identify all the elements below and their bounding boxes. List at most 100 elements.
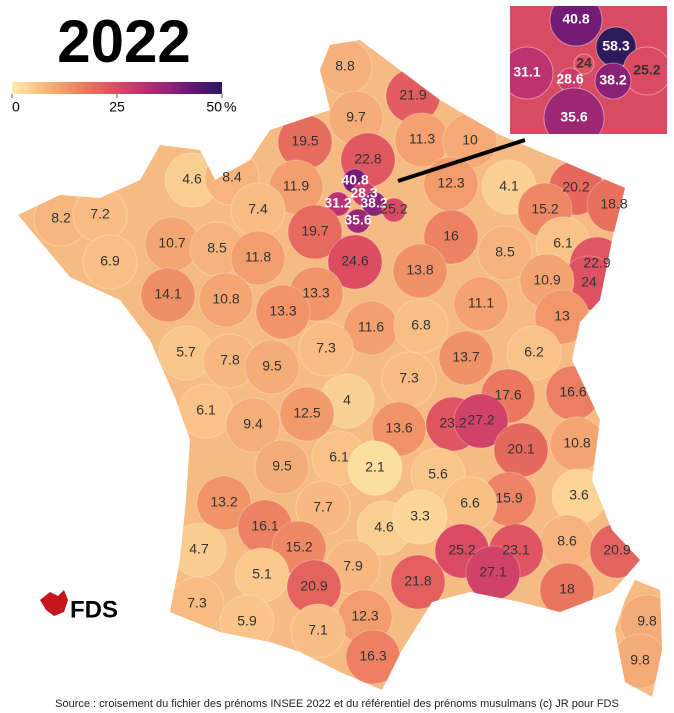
department-label: 27.1 — [479, 564, 506, 580]
department-label: 25.2 — [380, 201, 407, 217]
department-label: 15.9 — [495, 490, 522, 506]
inset-department — [510, 46, 554, 100]
department — [392, 489, 448, 545]
department-label: 8.2 — [51, 210, 71, 226]
department-label: 9.4 — [243, 416, 263, 432]
department-label: 6.8 — [411, 317, 431, 333]
inset-label: 35.6 — [560, 109, 587, 125]
department-label: 19.5 — [291, 133, 318, 149]
department-label: 4.1 — [499, 178, 519, 194]
department-label: 9.5 — [262, 358, 282, 374]
department-label: 20.9 — [300, 578, 327, 594]
department-label: 3.6 — [569, 487, 589, 503]
department-label: 35.6 — [344, 212, 371, 228]
source: Source : croisement du fichier des préno… — [55, 698, 619, 710]
department-label: 13.2 — [210, 494, 237, 510]
department — [82, 234, 138, 290]
department-label: 16.6 — [559, 384, 586, 400]
legend-unit: % — [224, 99, 236, 115]
department-label: 10 — [462, 132, 478, 148]
department-label: 9.8 — [630, 652, 650, 668]
department-label: 7.9 — [343, 558, 363, 574]
department-label: 20.2 — [562, 179, 589, 195]
department — [393, 298, 449, 354]
department — [287, 204, 343, 260]
department-label: 6.6 — [460, 495, 480, 511]
department-label: 21.9 — [399, 87, 426, 103]
department-label: 6.2 — [524, 344, 544, 360]
department-label: 13.3 — [269, 303, 296, 319]
inset-pointer — [397, 138, 526, 183]
inset-label: 40.8 — [562, 11, 589, 27]
legend-tick-label: 50 — [206, 99, 222, 115]
department — [390, 554, 446, 610]
department — [225, 397, 281, 453]
department-label: 5.9 — [237, 613, 257, 629]
department-label: 13.8 — [406, 262, 433, 278]
department-label: 7.7 — [313, 499, 333, 515]
inset-label: 58.3 — [602, 38, 629, 54]
department-label: 9.7 — [346, 109, 366, 125]
inset — [510, 6, 667, 134]
department-label: 7.3 — [316, 340, 336, 356]
department-label: 22.9 — [583, 255, 610, 271]
department-label: 18.8 — [600, 196, 627, 212]
department — [196, 475, 252, 531]
department-label: 12.3 — [351, 608, 378, 624]
legend-tick-label: 0 — [12, 99, 20, 115]
department — [244, 339, 300, 395]
department-label: 6.1 — [196, 402, 216, 418]
department-label: 28.3 — [350, 185, 377, 201]
department-label: 16 — [443, 228, 459, 244]
department-label: 5.6 — [428, 466, 448, 482]
department — [295, 480, 351, 536]
department-label: 7.1 — [308, 622, 328, 638]
department-label: 2.1 — [365, 459, 385, 475]
department — [438, 330, 494, 386]
logo-icon — [40, 590, 68, 616]
department-label: 10.9 — [533, 272, 560, 288]
department-label: 7.8 — [220, 352, 240, 368]
inset-label: 28.6 — [556, 71, 583, 87]
department-label: 24.6 — [341, 253, 368, 269]
department-label: 5.7 — [176, 344, 196, 360]
title: 2022 — [57, 8, 190, 75]
department — [255, 284, 311, 340]
department-label: 12.5 — [293, 405, 320, 421]
logo: FDS — [70, 596, 118, 623]
department-label: 11.9 — [283, 178, 309, 194]
department-label: 16.1 — [251, 518, 278, 534]
department-label: 13.6 — [385, 420, 412, 436]
department — [381, 197, 407, 223]
department-label: 4.6 — [182, 171, 202, 187]
department — [254, 439, 310, 495]
department-label: 8.8 — [335, 58, 355, 74]
department-label: 13.7 — [452, 349, 479, 365]
department-label: 13 — [554, 308, 570, 324]
department-label: 11.1 — [468, 295, 494, 311]
inset-label: 31.1 — [513, 64, 540, 80]
department — [477, 225, 533, 281]
department-label: 22.8 — [354, 151, 381, 167]
department-label: 11.8 — [245, 249, 271, 265]
department-label: 10.8 — [212, 291, 239, 307]
inset-department — [573, 53, 595, 75]
department-label: 4.7 — [189, 541, 209, 557]
department-label: 8.6 — [557, 533, 577, 549]
department-label: 11.6 — [358, 319, 384, 335]
department-label: 10.7 — [158, 235, 185, 251]
department — [325, 191, 351, 217]
department — [506, 325, 562, 381]
inset-department — [549, 6, 603, 47]
department-label: 14.1 — [154, 286, 181, 302]
department-label: 40.8 — [341, 172, 368, 188]
department-label: 20.1 — [507, 441, 534, 457]
department — [345, 208, 371, 234]
inset-label: 25.2 — [633, 62, 660, 78]
department-label: 10.8 — [563, 435, 590, 451]
department-label: 13.3 — [302, 285, 329, 301]
department-label: 15.2 — [285, 539, 312, 555]
department-label: 20.9 — [603, 542, 630, 558]
